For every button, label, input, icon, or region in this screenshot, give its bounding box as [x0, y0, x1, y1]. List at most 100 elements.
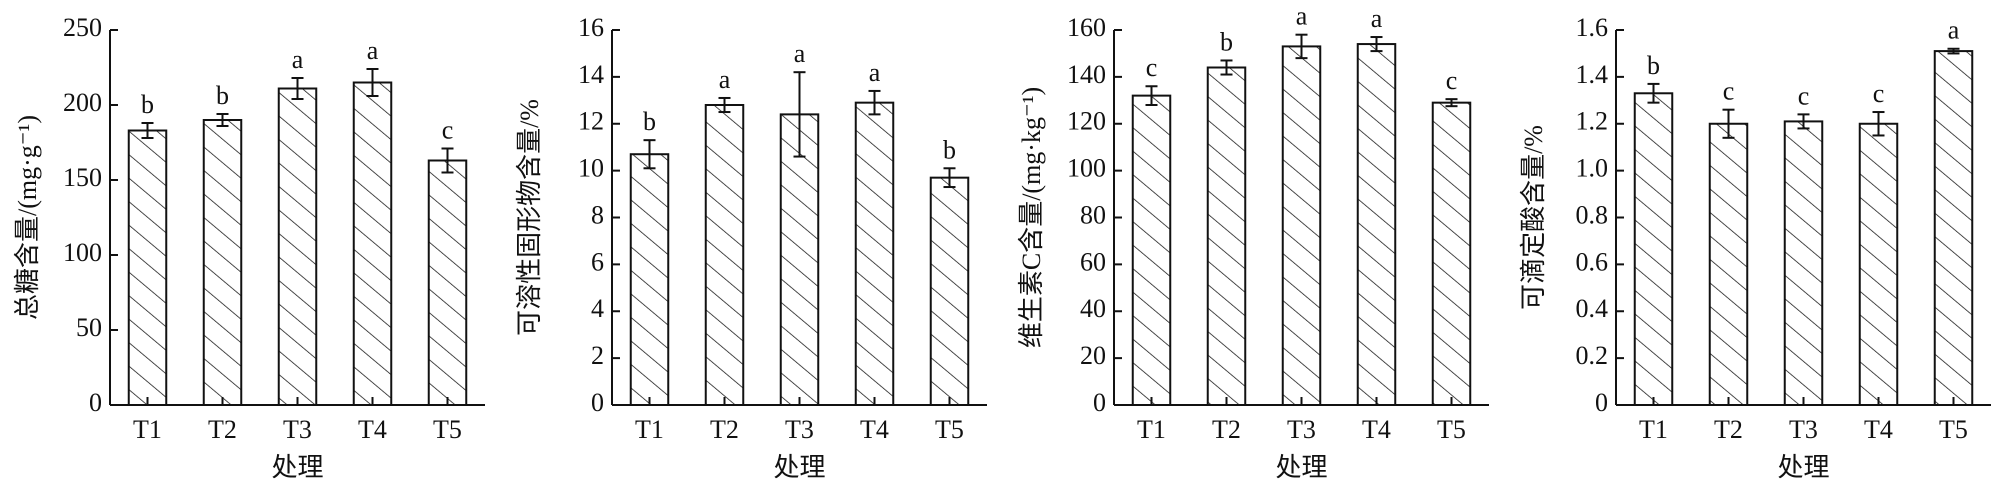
x-tick-label: T3 — [785, 415, 814, 444]
significance-letter: c — [1798, 81, 1810, 110]
y-tick-label: 20 — [1080, 341, 1106, 370]
y-tick-label: 0 — [1093, 388, 1106, 417]
significance-letter: a — [1371, 4, 1383, 33]
significance-letter: a — [794, 39, 806, 68]
y-tick-label: 100 — [1067, 154, 1106, 183]
significance-letter: b — [1647, 51, 1660, 80]
x-tick-label: T2 — [1212, 415, 1241, 444]
x-tick-label: T4 — [1362, 415, 1391, 444]
x-axis-label: 处理 — [1777, 453, 1829, 482]
x-tick-label: T1 — [1639, 415, 1668, 444]
x-tick-label: T3 — [1287, 415, 1316, 444]
y-tick-label: 150 — [63, 163, 102, 192]
y-tick-label: 1.6 — [1576, 13, 1609, 42]
bar — [202, 119, 243, 406]
y-tick-label: 16 — [578, 13, 604, 42]
x-tick-label: T4 — [1864, 415, 1893, 444]
y-tick-label: 0 — [1595, 388, 1608, 417]
x-tick-label: T2 — [710, 415, 739, 444]
significance-letter: a — [1296, 2, 1308, 31]
bar — [427, 159, 468, 406]
y-tick-label: 140 — [1067, 60, 1106, 89]
significance-letter: a — [869, 58, 881, 87]
significance-letter: a — [292, 45, 304, 74]
x-tick-label: T5 — [935, 415, 964, 444]
bar — [1933, 50, 1974, 406]
y-tick-label: 0.8 — [1576, 200, 1609, 229]
y-tick-label: 12 — [578, 107, 604, 136]
y-tick-label: 0.6 — [1576, 247, 1609, 276]
bar — [1281, 45, 1322, 406]
y-tick-label: 2 — [591, 341, 604, 370]
x-tick-label: T1 — [1137, 415, 1166, 444]
y-tick-label: 8 — [591, 200, 604, 229]
y-tick-label: 1.0 — [1576, 154, 1609, 183]
bar — [1356, 43, 1397, 406]
y-tick-label: 0 — [89, 388, 102, 417]
y-tick-label: 1.4 — [1576, 60, 1609, 89]
y-tick-label: 60 — [1080, 247, 1106, 276]
y-tick-label: 0.2 — [1576, 341, 1609, 370]
x-tick-label: T4 — [358, 415, 387, 444]
y-tick-label: 250 — [63, 13, 102, 42]
bar — [1708, 122, 1749, 406]
y-axis-label: 总糖含量/(mg·g⁻¹) — [13, 115, 42, 320]
bar — [704, 104, 745, 406]
y-tick-label: 14 — [578, 60, 604, 89]
x-tick-label: T2 — [208, 415, 237, 444]
bar — [352, 81, 393, 406]
significance-letter: c — [1723, 77, 1735, 106]
y-tick-label: 1.2 — [1576, 107, 1609, 136]
y-tick-label: 40 — [1080, 294, 1106, 323]
y-tick-label: 50 — [76, 313, 102, 342]
x-tick-label: T3 — [1789, 415, 1818, 444]
significance-letter: c — [442, 115, 454, 144]
y-axis-label: 可溶性固形物含量/% — [515, 99, 544, 336]
bar — [854, 101, 895, 406]
bar — [1431, 101, 1472, 406]
bar — [1206, 66, 1247, 406]
significance-letter: b — [216, 81, 229, 110]
bar — [277, 87, 318, 406]
bar — [1131, 94, 1172, 406]
x-tick-label: T5 — [433, 415, 462, 444]
x-axis-label: 处理 — [773, 453, 825, 482]
significance-letter: a — [367, 36, 379, 65]
significance-letter: b — [141, 90, 154, 119]
bar — [629, 153, 670, 406]
significance-letter: c — [1446, 66, 1458, 95]
significance-letter: c — [1873, 79, 1885, 108]
x-tick-label: T2 — [1714, 415, 1743, 444]
y-tick-label: 0.4 — [1576, 294, 1609, 323]
y-tick-label: 10 — [578, 154, 604, 183]
bar — [1633, 92, 1674, 406]
y-tick-label: 80 — [1080, 200, 1106, 229]
bar — [929, 176, 970, 406]
x-axis-label: 处理 — [1275, 453, 1327, 482]
y-axis-label: 维生素C含量/(mg·kg⁻¹) — [1017, 87, 1046, 348]
x-tick-label: T3 — [283, 415, 312, 444]
significance-letter: a — [1948, 16, 1960, 45]
y-axis-label: 可滴定酸含量/% — [1519, 125, 1548, 310]
x-tick-label: T1 — [133, 415, 162, 444]
y-tick-label: 200 — [63, 88, 102, 117]
bar — [1858, 122, 1899, 406]
significance-letter: b — [643, 107, 656, 136]
significance-letter: c — [1146, 53, 1158, 82]
x-axis-label: 处理 — [271, 453, 323, 482]
y-tick-label: 120 — [1067, 107, 1106, 136]
significance-letter: b — [1220, 27, 1233, 56]
bar — [779, 113, 820, 406]
y-tick-label: 0 — [591, 388, 604, 417]
x-tick-label: T4 — [860, 415, 889, 444]
y-tick-label: 4 — [591, 294, 604, 323]
significance-letter: a — [719, 65, 731, 94]
bar — [1783, 120, 1824, 406]
x-tick-label: T1 — [635, 415, 664, 444]
y-tick-label: 100 — [63, 238, 102, 267]
x-tick-label: T5 — [1437, 415, 1466, 444]
x-tick-label: T5 — [1939, 415, 1968, 444]
y-tick-label: 160 — [1067, 13, 1106, 42]
y-tick-label: 6 — [591, 247, 604, 276]
